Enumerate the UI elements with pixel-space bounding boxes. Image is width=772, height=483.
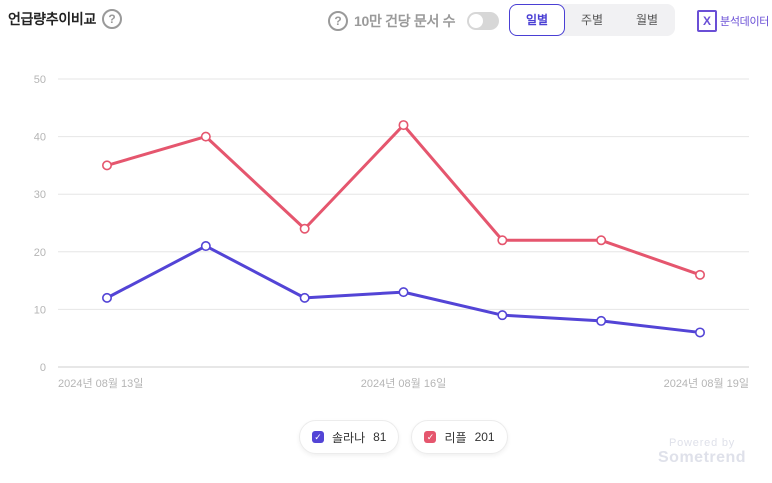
watermark-brand: Sometrend (658, 449, 747, 466)
y-tick-label: 0 (40, 362, 46, 374)
y-tick-label: 30 (34, 189, 46, 201)
legend: ✓ 솔라나 81 ✓ 리플 201 (299, 420, 508, 454)
chart-header: 언급량추이비교 ? (8, 9, 123, 29)
data-point (694, 269, 705, 280)
period-weekly-button[interactable]: 주별 (580, 13, 604, 27)
legend-item-series-1[interactable]: ✓ 솔라나 81 (299, 420, 400, 454)
toggle-knob (469, 14, 484, 28)
data-point (299, 223, 310, 234)
export-data-label: 분석데이터 (720, 16, 770, 28)
period-selector: 일별 주별 월별 (509, 4, 675, 36)
data-point (694, 327, 705, 338)
per-100k-toggle[interactable] (467, 12, 500, 30)
per-100k-label: 10만 건당 문서 수 (354, 13, 456, 29)
data-point (102, 292, 113, 303)
watermark-powered-by: Powered by (668, 437, 736, 449)
x-tick-label: 2024년 08월 16일 (361, 376, 446, 390)
data-point (200, 241, 211, 252)
excel-icon: X (697, 10, 717, 32)
y-tick-label: 10 (34, 304, 46, 316)
per-100k-control: ? 10만 건당 문서 수 (328, 11, 500, 31)
checkbox-icon: ✓ (424, 431, 437, 443)
legend-label: 솔라나 (332, 430, 366, 445)
y-tick-label: 40 (34, 132, 46, 144)
help-icon[interactable]: ? (328, 11, 348, 31)
data-point (299, 292, 310, 303)
data-point (102, 160, 113, 171)
line-chart: 0 10 20 30 40 50 2024년 08월 13일 2024년 08월 16일 202… (34, 74, 749, 390)
data-point (497, 235, 508, 246)
export-data-button[interactable]: X 분석데이터 (697, 10, 769, 32)
y-tick-label: 50 (34, 74, 46, 86)
legend-total: 81 (373, 430, 387, 444)
watermark: Powered by Sometrend (658, 437, 746, 467)
legend-item-series-2[interactable]: ✓ 리플 201 (411, 420, 508, 454)
data-point (596, 235, 607, 246)
chart-title: 언급량추이비교 (8, 11, 97, 27)
checkbox-icon: ✓ (312, 431, 324, 443)
legend-label: 리플 (444, 430, 467, 445)
data-point (497, 310, 508, 321)
data-point (596, 315, 607, 326)
y-tick-label: 20 (34, 247, 46, 259)
period-daily-button[interactable]: 일별 (509, 4, 565, 36)
legend-total: 201 (474, 430, 495, 444)
data-point (398, 120, 409, 131)
x-tick-label: 2024년 08월 13일 (58, 376, 143, 390)
period-monthly-button[interactable]: 월별 (635, 13, 659, 27)
data-point (398, 287, 409, 298)
help-icon[interactable]: ? (102, 9, 123, 29)
data-point (200, 131, 211, 142)
x-tick-label: 2024년 08월 19일 (664, 376, 749, 390)
